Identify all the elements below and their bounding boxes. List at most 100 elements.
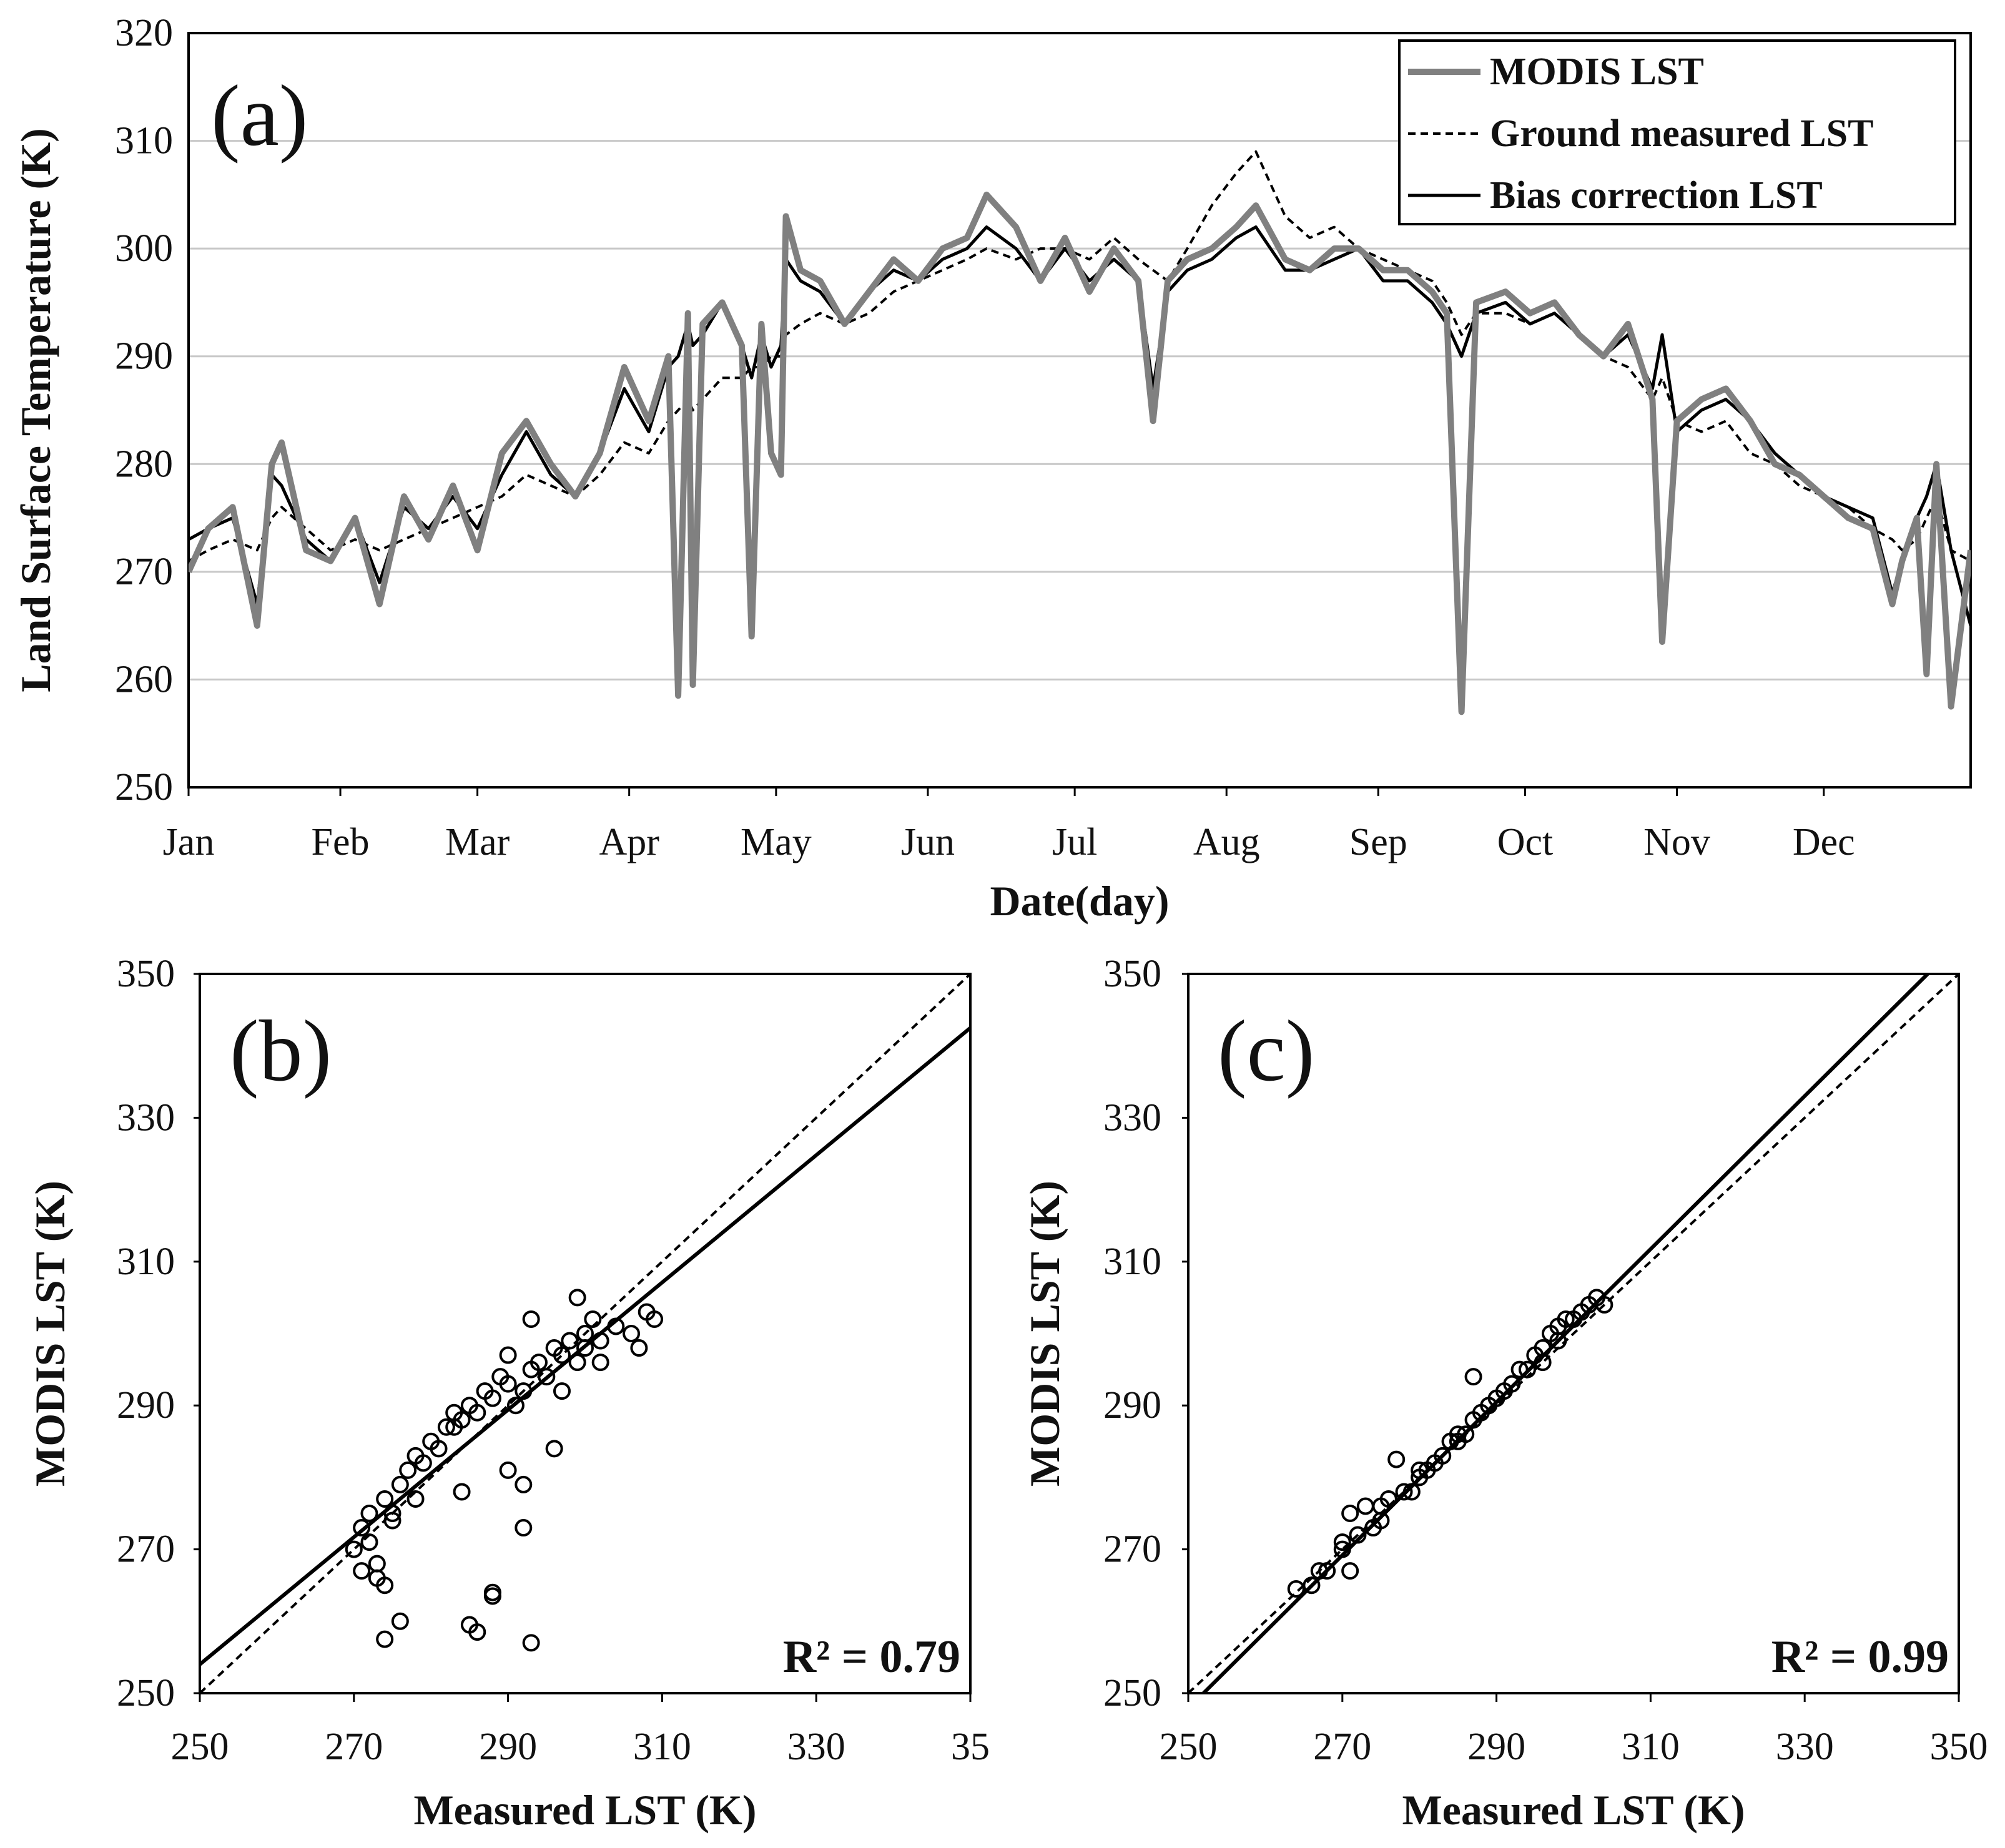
- x-tick-label: 290: [1467, 1726, 1525, 1768]
- scatter-point: [399, 1461, 417, 1479]
- r-squared: R² = 0.79: [783, 1631, 960, 1683]
- y-axis-title: MODIS LST (K): [1021, 1181, 1068, 1487]
- plot-area: [200, 974, 970, 1693]
- x-tick-label: Mar: [445, 821, 510, 863]
- y-tick-label: 350: [1103, 953, 1161, 995]
- reference-line: [1188, 974, 1959, 1693]
- scatter-point: [545, 1440, 563, 1458]
- x-tick-label: Dec: [1793, 821, 1855, 863]
- x-tick-label: Oct: [1497, 821, 1554, 863]
- scatter-point: [630, 1339, 648, 1357]
- scatter-point: [468, 1623, 486, 1641]
- x-tick-label: Apr: [599, 821, 659, 863]
- y-tick-label: 320: [115, 12, 173, 54]
- reference-line: [200, 1026, 970, 1666]
- series-line: [189, 150, 1971, 563]
- scatter-point: [376, 1630, 394, 1648]
- legend-label: Ground measured LST: [1490, 112, 1873, 155]
- y-tick-label: 270: [1103, 1528, 1161, 1571]
- y-tick-label: 270: [115, 551, 173, 593]
- r-squared: R² = 0.99: [1771, 1631, 1949, 1683]
- scatter-point: [522, 1634, 540, 1652]
- y-tick-label: 290: [115, 335, 173, 378]
- scatter-point: [483, 1389, 501, 1407]
- scatter-point: [391, 1475, 409, 1493]
- series-line: [189, 191, 1971, 715]
- y-tick-label: 290: [1103, 1384, 1161, 1427]
- scatter-point: [391, 1612, 409, 1630]
- x-tick-label: 250: [1160, 1726, 1218, 1768]
- y-tick-label: 300: [115, 227, 173, 270]
- y-tick-label: 250: [117, 1672, 175, 1714]
- scatter-point: [468, 1403, 486, 1422]
- scatter-point: [530, 1354, 548, 1372]
- x-tick-label: 35: [951, 1726, 990, 1768]
- scatter-point: [576, 1339, 594, 1357]
- y-tick-label: 330: [117, 1096, 175, 1139]
- x-axis-title: Date(day): [990, 877, 1169, 925]
- scatter-point: [445, 1418, 463, 1436]
- scatter-point: [515, 1475, 533, 1493]
- plot-frame: [1187, 973, 1960, 1694]
- scatter-point: [499, 1375, 517, 1393]
- scatter-point: [568, 1289, 586, 1307]
- x-tick-label: 250: [171, 1726, 229, 1768]
- reference-line: [200, 974, 970, 1693]
- scatter-point: [360, 1505, 378, 1522]
- panel-label: (a): [211, 67, 308, 164]
- scatter-point: [1341, 1505, 1359, 1522]
- plot-frame: [199, 973, 972, 1694]
- plot-area: [1188, 974, 1959, 1693]
- scatter-point: [553, 1382, 571, 1400]
- plot-frame: [187, 32, 1972, 789]
- x-tick-label: Jul: [1052, 821, 1097, 863]
- panel-label: (c): [1218, 1003, 1314, 1099]
- panel-label: (b): [230, 1003, 332, 1099]
- scatter-point: [376, 1576, 394, 1595]
- scatter-point: [1464, 1368, 1482, 1386]
- x-axis-title: Measured LST (K): [413, 1786, 756, 1834]
- scatter-point: [499, 1346, 517, 1364]
- y-tick-label: 350: [117, 953, 175, 995]
- x-axis-title: Measured LST (K): [1402, 1786, 1745, 1834]
- reference-line: [1201, 974, 1931, 1693]
- scatter-point: [453, 1483, 471, 1501]
- y-tick-label: 310: [1103, 1241, 1161, 1283]
- plot-lines: [189, 150, 1971, 715]
- scatter-point: [515, 1519, 533, 1537]
- scatter-point: [414, 1454, 432, 1472]
- scatter-point: [376, 1490, 394, 1508]
- x-tick-label: May: [741, 821, 812, 863]
- x-tick-label: Sep: [1349, 821, 1407, 863]
- x-tick-label: Jan: [163, 821, 215, 863]
- scatter-point: [623, 1325, 641, 1342]
- y-tick-label: 280: [115, 443, 173, 485]
- y-axis-title: Land Surface Temperature (K): [12, 128, 59, 692]
- scatter-point: [1434, 1447, 1452, 1465]
- scatter-point: [430, 1440, 448, 1458]
- y-tick-label: 250: [115, 766, 173, 808]
- x-tick-label: 310: [633, 1726, 691, 1768]
- x-tick-label: 310: [1622, 1726, 1680, 1768]
- x-tick-label: 270: [1313, 1726, 1371, 1768]
- y-tick-label: 260: [115, 658, 173, 700]
- x-tick-label: 290: [479, 1726, 537, 1768]
- x-tick-label: 270: [325, 1726, 383, 1768]
- legend-label: Bias correction LST: [1490, 174, 1823, 217]
- scatter-point: [483, 1583, 501, 1601]
- y-tick-label: 330: [1103, 1096, 1161, 1139]
- legend-label: MODIS LST: [1490, 51, 1704, 93]
- x-tick-label: Nov: [1643, 821, 1710, 863]
- scatter-point: [345, 1540, 363, 1558]
- scatter-point: [506, 1397, 525, 1415]
- scatter-point: [1387, 1450, 1406, 1468]
- scatter-point: [353, 1519, 371, 1537]
- scatter-point: [437, 1418, 455, 1436]
- x-tick-label: Feb: [312, 821, 370, 863]
- scatter-point: [646, 1310, 664, 1328]
- scatter-point: [499, 1461, 517, 1479]
- scatter-point: [1457, 1425, 1475, 1443]
- scatter-point: [1557, 1310, 1575, 1328]
- y-tick-label: 250: [1103, 1672, 1161, 1714]
